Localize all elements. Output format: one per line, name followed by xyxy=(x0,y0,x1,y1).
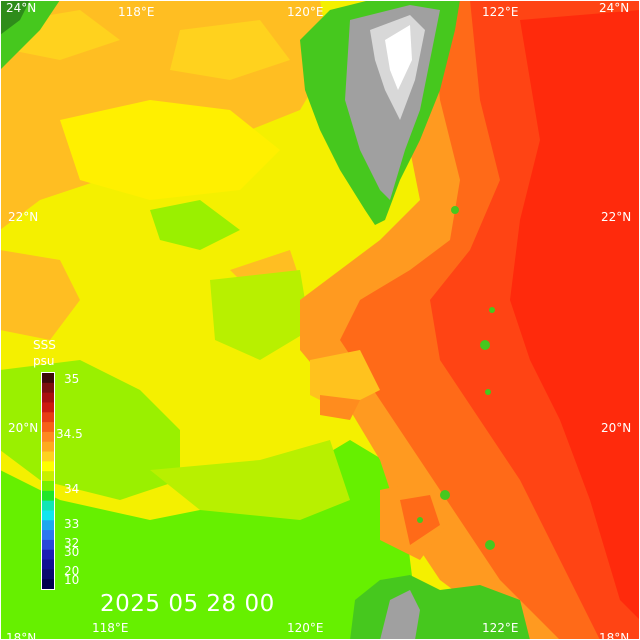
lon-label-bottom-120: 120°E xyxy=(287,621,324,635)
colorbar-swatch xyxy=(42,461,54,472)
lat-label-right-24: 24°N xyxy=(599,1,630,15)
colorbar-swatch xyxy=(42,471,54,482)
lon-label-top-118: 118°E xyxy=(118,5,155,19)
colorbar-unit: psu xyxy=(33,354,55,368)
lat-label-right-18: 18°N xyxy=(599,631,630,640)
colorbar-tick-34-5: 34.5 xyxy=(56,427,83,441)
lon-label-bottom-122: 122°E xyxy=(482,621,519,635)
colorbar-swatch xyxy=(42,579,54,590)
colorbar-swatch xyxy=(42,422,54,433)
lat-label-left-20: 20°N xyxy=(8,421,39,435)
colorbar-tick-32: 32 xyxy=(64,536,80,550)
colorbar-swatch xyxy=(42,373,54,384)
colorbar-swatch xyxy=(42,569,54,580)
colorbar-swatch xyxy=(42,500,54,511)
colorbar-tick-35: 35 xyxy=(64,372,80,386)
colorbar-swatch xyxy=(42,490,54,502)
lat-label-left-22: 22°N xyxy=(8,210,39,224)
colorbar-border xyxy=(41,372,55,590)
colorbar-swatch xyxy=(42,412,54,423)
colorbar-tick-33: 33 xyxy=(64,517,80,531)
colorbar-swatch xyxy=(42,510,54,521)
lon-label-top-122: 122°E xyxy=(482,5,519,19)
colorbar-swatches xyxy=(41,372,55,590)
colorbar-swatch xyxy=(42,549,54,561)
colorbar-variable: SSS xyxy=(33,338,56,352)
colorbar-swatch xyxy=(42,451,54,462)
lat-label-left-18: 18°N xyxy=(6,631,37,640)
colorbar-swatch xyxy=(42,431,54,443)
colorbar-swatch xyxy=(42,520,54,531)
colorbar-swatch xyxy=(42,559,54,570)
lat-label-right-20: 20°N xyxy=(601,421,632,435)
colorbar-swatch xyxy=(42,530,54,541)
colorbar-swatch xyxy=(42,392,54,403)
lon-label-top-120: 120°E xyxy=(287,5,324,19)
colorbar-tick-30: 30 xyxy=(64,545,80,559)
lat-label-left-24: 24°N xyxy=(6,1,37,15)
colorbar-tick-10: 10 xyxy=(64,573,80,587)
colorbar-tick-20: 20 xyxy=(64,564,80,578)
lon-label-bottom-118: 118°E xyxy=(92,621,129,635)
colorbar-swatch xyxy=(42,402,54,413)
colorbar-swatch xyxy=(42,441,54,453)
colorbar-tick-34: 34 xyxy=(64,482,80,496)
colorbar-swatch xyxy=(42,481,54,492)
colorbar-swatch xyxy=(42,382,54,394)
timestamp-label: 2025 05 28 00 xyxy=(100,591,275,617)
colorbar-swatch xyxy=(42,539,54,551)
lat-label-right-22: 22°N xyxy=(601,210,632,224)
